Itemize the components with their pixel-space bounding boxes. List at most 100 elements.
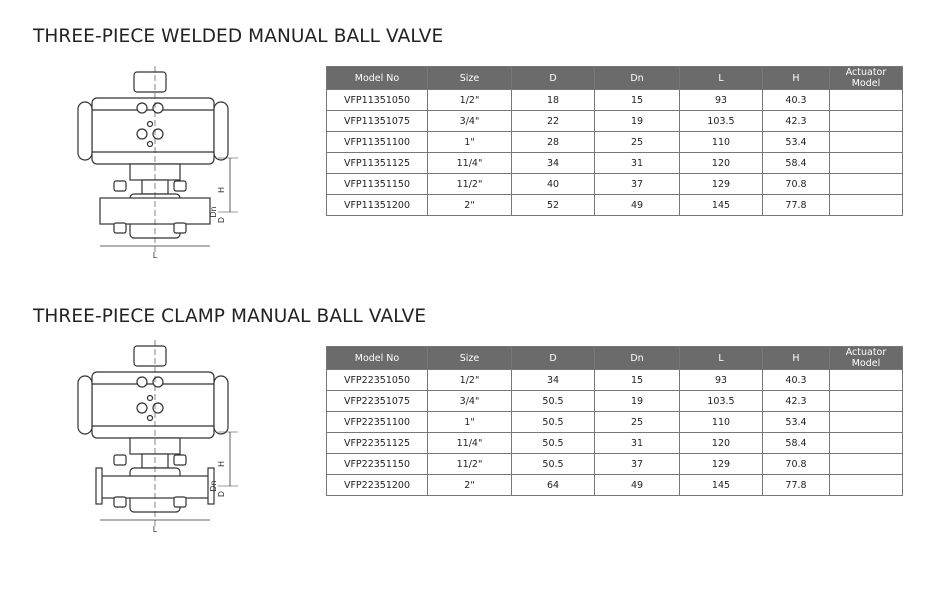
table-cell: 50.5 (511, 432, 595, 454)
section-title: THREE-PIECE CLAMP MANUAL BALL VALVE (33, 306, 427, 327)
table-cell (829, 432, 903, 454)
table-row: VFP22351200 2" 64 49 145 77.8 (326, 474, 903, 496)
table-cell: 77.8 (762, 474, 830, 496)
table-cell: 53.4 (762, 131, 830, 153)
table-cell: 22 (511, 110, 595, 132)
table-cell: 25 (594, 411, 680, 433)
table-cell: 37 (594, 453, 680, 475)
table-cell (829, 369, 903, 391)
table-cell: 129 (679, 453, 763, 475)
table-cell: 50.5 (511, 411, 595, 433)
table-cell: 103.5 (679, 110, 763, 132)
column-header: Size (427, 346, 512, 370)
column-header: Size (427, 66, 512, 90)
table-cell (829, 110, 903, 132)
valve-drawing: H L DnD (77, 66, 238, 260)
table-cell: 145 (679, 194, 763, 216)
table-cell: VFP11351200 (326, 194, 428, 216)
table-cell: 70.8 (762, 173, 830, 195)
table-cell: 2" (427, 194, 512, 216)
column-header: D (511, 66, 595, 90)
table-cell (829, 173, 903, 195)
table-cell (829, 474, 903, 496)
table-row: VFP22351050 1/2" 34 15 93 40.3 (326, 369, 903, 391)
table-cell: 34 (511, 369, 595, 391)
end-cap (77, 375, 93, 435)
table-cell: 64 (511, 474, 595, 496)
table-cell: 11/4" (427, 432, 512, 454)
header-row: Model No Size D Dn L H Actuator Model (326, 66, 903, 90)
table-cell: 120 (679, 432, 763, 454)
table-row: VFP11351100 1" 28 25 110 53.4 (326, 131, 903, 153)
port (136, 402, 148, 414)
table-row: VFP11351200 2" 52 49 145 77.8 (326, 194, 903, 216)
table-cell: VFP22351100 (326, 411, 428, 433)
flange-bolt (173, 454, 187, 466)
table-row: VFP11351150 11/2" 40 37 129 70.8 (326, 173, 903, 195)
table-cell (829, 89, 903, 111)
table-cell: 49 (594, 194, 680, 216)
table-cell: 19 (594, 110, 680, 132)
section-title: THREE-PIECE WELDED MANUAL BALL VALVE (33, 26, 444, 47)
table-cell: 15 (594, 89, 680, 111)
flange-bolt (173, 222, 187, 234)
table-cell: 11/2" (427, 173, 512, 195)
table-cell: 120 (679, 152, 763, 174)
dim-label: H (217, 187, 226, 193)
table-cell: 145 (679, 474, 763, 496)
table-cell (829, 390, 903, 412)
column-header: Actuator Model (829, 66, 903, 90)
table-cell: 2" (427, 474, 512, 496)
port (152, 128, 164, 140)
table-cell: 40.3 (762, 89, 830, 111)
table-cell: VFP11351050 (326, 89, 428, 111)
port (152, 102, 164, 114)
table-cell: VFP22351200 (326, 474, 428, 496)
bolt (146, 414, 154, 422)
table-cell: 58.4 (762, 432, 830, 454)
flange-bolt (113, 454, 127, 466)
table-cell: 70.8 (762, 453, 830, 475)
table-cell: 25 (594, 131, 680, 153)
column-header: H (762, 346, 830, 370)
dim-label: L (153, 251, 158, 260)
actuator-knob (133, 345, 167, 367)
table-cell: 1/2" (427, 369, 512, 391)
end-cap (213, 101, 229, 161)
table-row: VFP22351100 1" 50.5 25 110 53.4 (326, 411, 903, 433)
table-cell: 53.4 (762, 411, 830, 433)
column-header: D (511, 346, 595, 370)
column-header: Dn (594, 66, 680, 90)
bolt (146, 120, 154, 128)
table-cell: VFP11351150 (326, 173, 428, 195)
table-cell: 42.3 (762, 110, 830, 132)
spec-table: Model No Size D Dn L H Actuator Model VFP113510… (326, 66, 903, 216)
table-cell (829, 131, 903, 153)
column-header: L (679, 66, 763, 90)
column-header: Model No (326, 66, 428, 90)
table-cell: VFP11351075 (326, 110, 428, 132)
end-cap (213, 375, 229, 435)
table-cell: 110 (679, 131, 763, 153)
header-row: Model No Size D Dn L H Actuator Model (326, 346, 903, 370)
table-cell: VFP11351100 (326, 131, 428, 153)
table-row: VFP22351125 11/4" 50.5 31 120 58.4 (326, 432, 903, 454)
table-cell: 1/2" (427, 89, 512, 111)
table-cell: 58.4 (762, 152, 830, 174)
table-cell: 28 (511, 131, 595, 153)
table-cell: 40.3 (762, 369, 830, 391)
spec-table: Model No Size D Dn L H Actuator Model VFP223510… (326, 346, 903, 496)
port (136, 376, 148, 388)
table-cell: 50.5 (511, 453, 595, 475)
table-cell (829, 194, 903, 216)
table-cell: VFP22351150 (326, 453, 428, 475)
table-cell (829, 411, 903, 433)
end-cap (77, 101, 93, 161)
flange-bolt (173, 180, 187, 192)
bolt (146, 394, 154, 402)
table-cell: 129 (679, 173, 763, 195)
table-cell: 93 (679, 89, 763, 111)
table-cell: 50.5 (511, 390, 595, 412)
column-header: Model No (326, 346, 428, 370)
